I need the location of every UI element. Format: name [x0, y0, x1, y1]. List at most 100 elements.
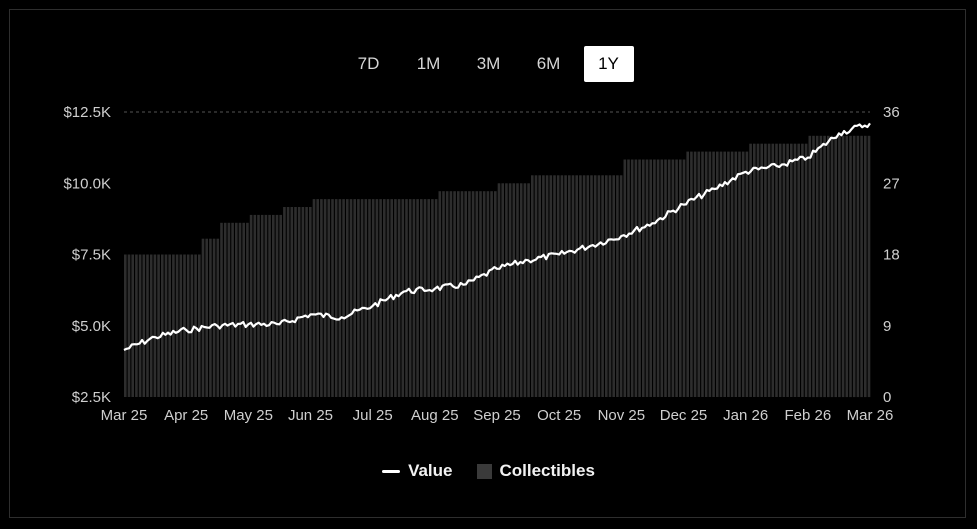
collectibles-bar — [220, 222, 223, 397]
collectibles-bar — [323, 199, 327, 397]
collectibles-bar — [571, 175, 575, 397]
collectibles-bar — [841, 135, 845, 398]
legend-value[interactable]: Value — [382, 461, 453, 481]
collectibles-bar — [486, 191, 490, 397]
collectibles-bar — [645, 159, 649, 397]
collectibles-bar — [838, 135, 841, 398]
collectibles-bar — [531, 175, 534, 397]
collectibles-bar — [782, 143, 786, 397]
legend-collectibles-label: Collectibles — [499, 461, 595, 480]
collectibles-bar — [682, 159, 686, 397]
collectibles-bar — [741, 151, 745, 397]
collectibles-bar — [294, 207, 297, 397]
collectibles-bar — [186, 254, 190, 397]
collectibles-bar — [867, 135, 871, 398]
collectibles-bar — [457, 191, 460, 397]
collectibles-bar — [553, 175, 556, 397]
collectibles-bar — [556, 175, 560, 397]
right-axis-tick: 36 — [883, 104, 900, 121]
collectibles-bar — [309, 207, 312, 397]
bar-swatch-icon — [476, 463, 492, 479]
tab-1m[interactable]: 1M — [416, 54, 441, 73]
collectibles-bar — [146, 254, 149, 397]
collectibles-bar — [560, 175, 564, 397]
collectibles-bar — [342, 199, 345, 397]
collectibles-bar — [679, 159, 682, 397]
collectibles-bar — [727, 151, 730, 397]
collectibles-bar — [564, 175, 567, 397]
collectibles-bar — [778, 143, 782, 397]
collectibles-bar — [827, 135, 830, 398]
collectibles-bar — [738, 151, 741, 397]
collectibles-bar — [279, 214, 282, 397]
tab-7d[interactable]: 7D — [357, 54, 380, 73]
collectibles-bar — [568, 175, 571, 397]
tab-3m[interactable]: 3M — [476, 54, 501, 73]
collectibles-bar — [249, 214, 253, 397]
left-axis-tick: $10.0K — [63, 175, 111, 192]
collectibles-bar — [482, 191, 486, 397]
left-axis-tick: $2.5K — [72, 389, 111, 406]
collectibles-bar — [586, 175, 590, 397]
collectibles-bar — [834, 135, 837, 398]
collectibles-bar — [471, 191, 475, 397]
collectibles-bar — [153, 254, 157, 397]
collectibles-bar — [198, 254, 201, 397]
collectibles-bar — [675, 159, 678, 397]
collectibles-bar — [212, 238, 216, 397]
x-axis-tick: May 25 — [224, 407, 273, 424]
collectibles-bar — [649, 159, 652, 397]
collectibles-bar — [490, 191, 493, 397]
collectibles-bar — [527, 183, 530, 398]
collectibles-bar — [434, 199, 438, 397]
collectibles-bar — [860, 135, 863, 398]
collectibles-bar — [756, 143, 760, 397]
collectibles-bar — [819, 135, 823, 398]
collectibles-bar — [479, 191, 482, 397]
tab-1y[interactable]: 1Y — [583, 46, 634, 82]
collectibles-bar — [605, 175, 608, 397]
tab-6m[interactable]: 6M — [536, 54, 561, 73]
collectibles-bar — [445, 191, 449, 397]
collectibles-bar — [590, 175, 593, 397]
collectibles-bar — [346, 199, 349, 397]
legend-value-label: Value — [408, 461, 453, 480]
collectibles-bar — [653, 159, 656, 397]
collectibles-bar — [138, 254, 142, 397]
collectibles-bar — [157, 254, 160, 397]
collectibles-bar — [686, 151, 689, 397]
collectibles-bar — [671, 159, 675, 397]
collectibles-bar — [190, 254, 194, 397]
collectibles-bar — [812, 135, 815, 398]
x-axis-tick: Jan 26 — [723, 407, 768, 424]
collectibles-bar — [468, 191, 471, 397]
collectibles-bar — [845, 135, 849, 398]
collectibles-bar — [545, 175, 549, 397]
collectibles-bar — [734, 151, 738, 397]
chart-frame — [9, 9, 966, 518]
x-axis-tick: Nov 25 — [598, 407, 646, 424]
legend-collectibles[interactable]: Collectibles — [476, 461, 595, 481]
collectibles-bar — [149, 254, 153, 397]
collectibles-bar — [767, 143, 771, 397]
collectibles-bar — [142, 254, 146, 397]
collectibles-bar — [808, 135, 812, 398]
collectibles-bar — [749, 143, 752, 397]
collectibles-bar — [549, 175, 553, 397]
collectibles-bar — [790, 143, 793, 397]
collectibles-bar — [364, 199, 368, 397]
x-axis-tick: Jun 25 — [288, 407, 333, 424]
collectibles-bar — [771, 143, 775, 397]
collectibles-bar — [175, 254, 179, 397]
collectibles-bar — [667, 159, 671, 397]
collectibles-bar — [864, 135, 867, 398]
collectibles-bar — [823, 135, 826, 398]
collectibles-bar — [349, 199, 353, 397]
collectibles-bar — [290, 207, 294, 397]
collectibles-bar — [238, 222, 242, 397]
collectibles-bar — [360, 199, 364, 397]
collectibles-bar — [701, 151, 704, 397]
collectibles-bar — [797, 143, 800, 397]
collectibles-bar — [127, 254, 131, 397]
collectibles-bar — [634, 159, 638, 397]
